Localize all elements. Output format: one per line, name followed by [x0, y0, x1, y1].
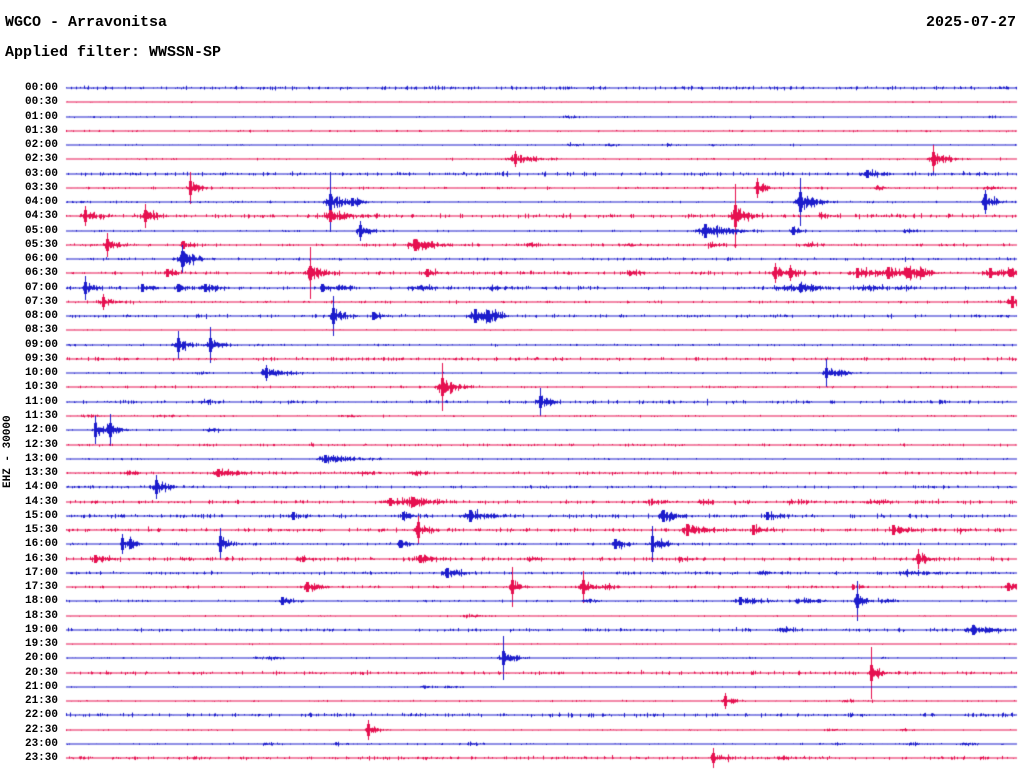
time-label: 08:00	[24, 310, 58, 322]
time-label: 18:00	[24, 595, 58, 607]
time-label: 22:00	[24, 709, 58, 721]
time-label: 23:30	[24, 752, 58, 764]
time-label: 14:30	[24, 496, 58, 508]
time-label: 09:30	[24, 353, 58, 365]
time-label: 14:00	[24, 481, 58, 493]
time-label: 04:00	[24, 196, 58, 208]
time-label: 05:30	[24, 239, 58, 251]
time-label: 04:30	[24, 210, 58, 222]
time-label: 16:00	[24, 538, 58, 550]
time-label: 00:00	[24, 82, 58, 94]
time-label: 19:00	[24, 624, 58, 636]
time-label: 21:30	[24, 695, 58, 707]
time-label: 07:30	[24, 296, 58, 308]
time-label: 05:00	[24, 225, 58, 237]
time-label: 11:00	[24, 396, 58, 408]
time-label: 20:00	[24, 652, 58, 664]
time-label: 21:00	[24, 681, 58, 693]
time-label: 12:00	[24, 424, 58, 436]
time-label: 06:00	[24, 253, 58, 265]
time-label: 20:30	[24, 667, 58, 679]
time-label: 16:30	[24, 553, 58, 565]
time-label: 11:30	[24, 410, 58, 422]
time-label: 15:00	[24, 510, 58, 522]
time-label: 15:30	[24, 524, 58, 536]
time-label: 10:00	[24, 367, 58, 379]
time-label: 03:30	[24, 182, 58, 194]
time-label: 17:00	[24, 567, 58, 579]
time-label: 23:00	[24, 738, 58, 750]
time-label: 03:00	[24, 168, 58, 180]
time-label: 01:30	[24, 125, 58, 137]
time-label: 13:30	[24, 467, 58, 479]
time-label: 17:30	[24, 581, 58, 593]
time-label: 09:00	[24, 339, 58, 351]
time-label: 07:00	[24, 282, 58, 294]
time-label: 19:30	[24, 638, 58, 650]
date-label: 2025-07-27	[925, 14, 1016, 31]
time-label: 13:00	[24, 453, 58, 465]
time-label: 22:30	[24, 724, 58, 736]
time-label: 02:00	[24, 139, 58, 151]
time-label: 18:30	[24, 610, 58, 622]
station-title: WGCO - Arravonitsa	[5, 14, 168, 31]
time-label: 10:30	[24, 381, 58, 393]
time-label: 01:00	[24, 111, 58, 123]
time-label: 12:30	[24, 439, 58, 451]
time-label: 06:30	[24, 267, 58, 279]
time-label: 08:30	[24, 324, 58, 336]
time-label: 02:30	[24, 153, 58, 165]
time-label: 00:30	[24, 96, 58, 108]
applied-filter-label: Applied filter: WWSSN-SP	[5, 44, 222, 61]
